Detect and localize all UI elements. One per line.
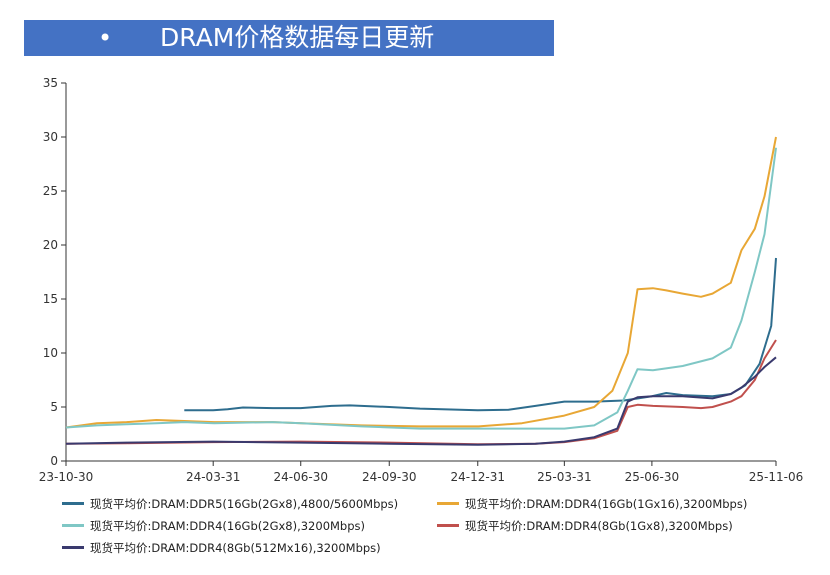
- series-line-5: [65, 356, 777, 446]
- y-tick-label: 25: [43, 184, 58, 198]
- x-tick-label: 25-06-30: [625, 470, 679, 484]
- legend-label: 现货平均价:DRAM:DDR4(8Gb(1Gx8),3200Mbps): [465, 519, 733, 533]
- title-banner: • DRAM价格数据每日更新: [24, 20, 554, 56]
- legend-item: 现货平均价:DRAM:DDR5(16Gb(2Gx8),4800/5600Mbps…: [62, 495, 398, 513]
- legend-label: 现货平均价:DRAM:DDR5(16Gb(2Gx8),4800/5600Mbps…: [90, 497, 399, 511]
- line-chart: 0 5 10 15 20 25 30 35 23-10-30 24-03-31 24-06-30 24…: [39, 76, 803, 484]
- title-bullet: •: [98, 24, 113, 52]
- y-tick-label: 35: [43, 76, 58, 90]
- y-tick-label: 20: [43, 238, 58, 252]
- legend-item: 现货平均价:DRAM:DDR4(8Gb(1Gx8),3200Mbps): [437, 517, 733, 535]
- legend-label: 现货平均价:DRAM:DDR4(16Gb(2Gx8),3200Mbps): [90, 519, 366, 533]
- legend-swatch: [62, 502, 84, 505]
- legend-swatch: [62, 524, 84, 527]
- x-tick-label: 24-06-30: [274, 470, 328, 484]
- x-tick-label: 24-03-31: [186, 470, 240, 484]
- series-line-2: [65, 136, 777, 429]
- x-tick-label: 24-12-31: [451, 470, 505, 484]
- x-tick-label: 23-10-30: [39, 470, 93, 484]
- series-line-3: [65, 147, 777, 430]
- legend-item: 现货平均价:DRAM:DDR4(16Gb(1Gx16),3200Mbps): [437, 495, 747, 513]
- x-tick-label: 25-11-06: [749, 470, 803, 484]
- legend-swatch: [62, 546, 84, 549]
- y-tick-label: 10: [43, 346, 58, 360]
- y-tick-label: 0: [50, 454, 58, 468]
- legend-label: 现货平均价:DRAM:DDR4(8Gb(512Mx16),3200Mbps): [90, 541, 381, 555]
- legend-swatch: [437, 502, 459, 505]
- series-line-1: [184, 257, 777, 412]
- series-line-4: [65, 339, 777, 446]
- y-tick-label: 30: [43, 130, 58, 144]
- legend-label: 现货平均价:DRAM:DDR4(16Gb(1Gx16),3200Mbps): [465, 497, 748, 511]
- x-tick-label: 25-03-31: [537, 470, 591, 484]
- y-tick-label: 15: [43, 292, 58, 306]
- page-title: DRAM价格数据每日更新: [160, 23, 435, 52]
- x-tick-label: 24-09-30: [362, 470, 416, 484]
- legend-swatch: [437, 524, 459, 527]
- legend-item: 现货平均价:DRAM:DDR4(8Gb(512Mx16),3200Mbps): [62, 539, 381, 557]
- legend-item: 现货平均价:DRAM:DDR4(16Gb(2Gx8),3200Mbps): [62, 517, 365, 535]
- y-tick-label: 5: [50, 400, 58, 414]
